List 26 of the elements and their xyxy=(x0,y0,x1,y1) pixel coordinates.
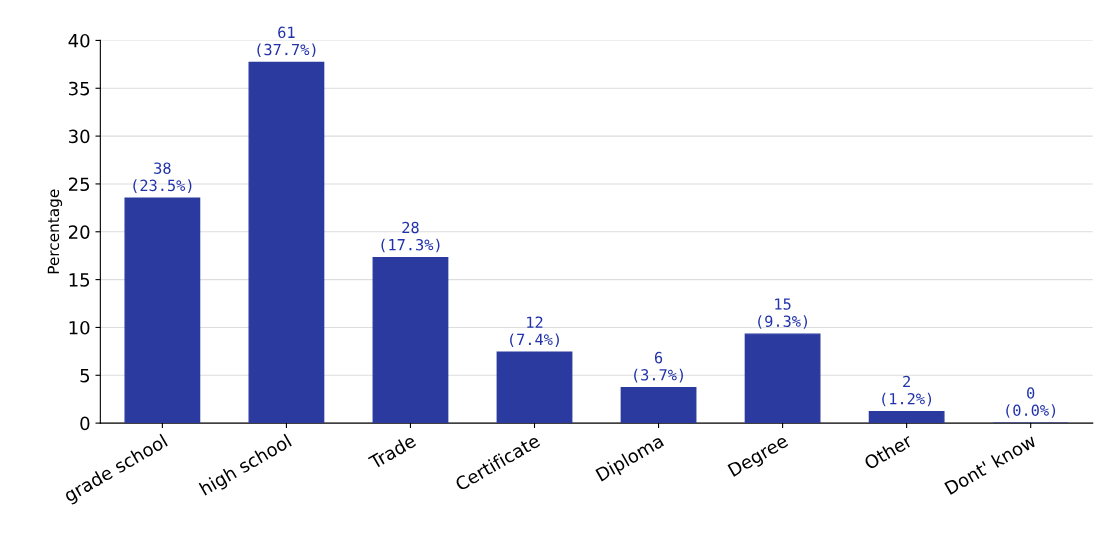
bar xyxy=(620,387,697,424)
bar xyxy=(248,61,325,424)
data-label: 61 (37.7%) xyxy=(257,26,316,58)
y-tick-label: 40 xyxy=(68,33,90,48)
y-tick-label: 5 xyxy=(80,368,90,383)
data-label: 15 (9.3%) xyxy=(758,298,808,329)
y-tick-label: 25 xyxy=(68,177,90,192)
data-label: 38 (23.5%) xyxy=(133,162,192,193)
y-tick-label: 0 xyxy=(80,416,90,431)
y-tick-label: 10 xyxy=(69,320,90,335)
y-axis-title: Percentage xyxy=(47,189,63,274)
y-tick-label: 35 xyxy=(69,81,90,96)
bar xyxy=(372,256,449,424)
data-label: 0 (0.0%) xyxy=(1006,387,1056,418)
bar xyxy=(868,410,945,424)
data-label: 12 (7.4%) xyxy=(510,316,559,347)
data-label: 6 (3.7%) xyxy=(634,351,683,383)
data-label: 28 (17.3%) xyxy=(381,221,440,253)
bar xyxy=(744,333,821,424)
x-tick-label: Trade xyxy=(367,433,417,470)
bar xyxy=(496,351,573,424)
y-tick-label: 30 xyxy=(69,129,90,144)
y-tick-label: 20 xyxy=(68,225,90,239)
data-label: 2 (1.2%) xyxy=(882,375,932,407)
y-tick-label: 15 xyxy=(69,273,90,287)
bar xyxy=(124,197,201,424)
